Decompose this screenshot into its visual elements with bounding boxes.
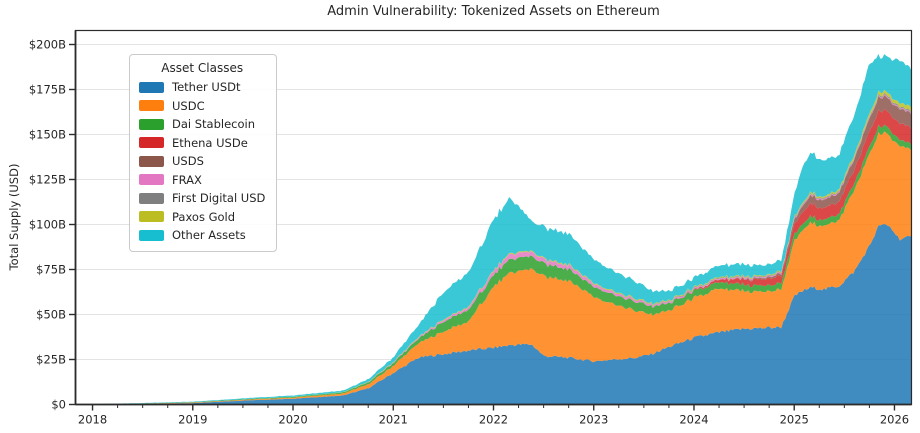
legend-swatch-paxos-gold — [139, 211, 164, 223]
y-tick-label-125: $125B — [29, 173, 66, 187]
legend-swatch-usdc — [139, 100, 164, 112]
y-tick-label-150: $150B — [29, 128, 66, 142]
legend: Asset Classes Tether USDt USDC Dai Stablec… — [129, 54, 278, 252]
legend-item-dai-stablecoin: Dai Stablecoin — [139, 115, 265, 134]
legend-swatch-ethena-usde — [139, 137, 164, 149]
legend-swatch-usds — [139, 155, 164, 167]
y-tick-label-100: $100B — [29, 218, 66, 232]
legend-swatch-dai-stablecoin — [139, 118, 164, 130]
legend-item-ethena-usde: Ethena USDe — [139, 134, 265, 153]
legend-item-tether-usdt: Tether USDt — [139, 78, 265, 97]
legend-label: Other Assets — [172, 228, 246, 243]
legend-item-paxos-gold: Paxos Gold — [139, 208, 265, 227]
area-other-assets — [75, 53, 912, 405]
y-tick-label-75: $75B — [36, 263, 66, 277]
x-tick-label-2026: 2026 — [880, 413, 909, 427]
y-tick-label-175: $175B — [29, 83, 66, 97]
legend-label: First Digital USD — [172, 191, 266, 206]
x-tick-label-2021: 2021 — [379, 413, 408, 427]
legend-label: Paxos Gold — [172, 209, 236, 224]
legend-swatch-other-assets — [139, 229, 164, 241]
legend-title: Asset Classes — [161, 61, 244, 75]
legend-item-usds: USDS — [139, 152, 265, 171]
legend-label: Dai Stablecoin — [172, 117, 256, 132]
x-tick-label-2025: 2025 — [780, 413, 809, 427]
legend-swatch-tether-usdt — [139, 81, 164, 93]
legend-label: Tether USDt — [172, 80, 241, 95]
legend-item-other-assets: Other Assets — [139, 226, 265, 245]
x-tick-label-2022: 2022 — [479, 413, 508, 427]
y-tick-label-25: $25B — [36, 353, 66, 367]
legend-label: USDC — [172, 98, 205, 113]
legend-swatch-frax — [139, 174, 164, 186]
x-tick-label-2023: 2023 — [579, 413, 608, 427]
legend-label: USDS — [172, 154, 204, 169]
x-tick-label-2018: 2018 — [78, 413, 107, 427]
x-tick-label-2020: 2020 — [278, 413, 307, 427]
legend-item-usdc: USDC — [139, 97, 265, 116]
area-tether-usdt — [75, 224, 912, 405]
x-tick-label-2024: 2024 — [679, 413, 708, 427]
chart-title: Admin Vulnerability: Tokenized Assets on… — [327, 4, 660, 19]
x-tick-label-2019: 2019 — [178, 413, 207, 427]
legend-swatch-first-digital-usd — [139, 192, 164, 204]
legend-label: Ethena USDe — [172, 135, 248, 150]
y-tick-label-200: $200B — [29, 38, 66, 52]
legend-item-first-digital-usd: First Digital USD — [139, 189, 265, 208]
y-tick-label-0: $0 — [51, 398, 66, 412]
legend-item-frax: FRAX — [139, 171, 265, 190]
y-tick-label-50: $50B — [36, 308, 66, 322]
legend-label: FRAX — [172, 172, 202, 187]
